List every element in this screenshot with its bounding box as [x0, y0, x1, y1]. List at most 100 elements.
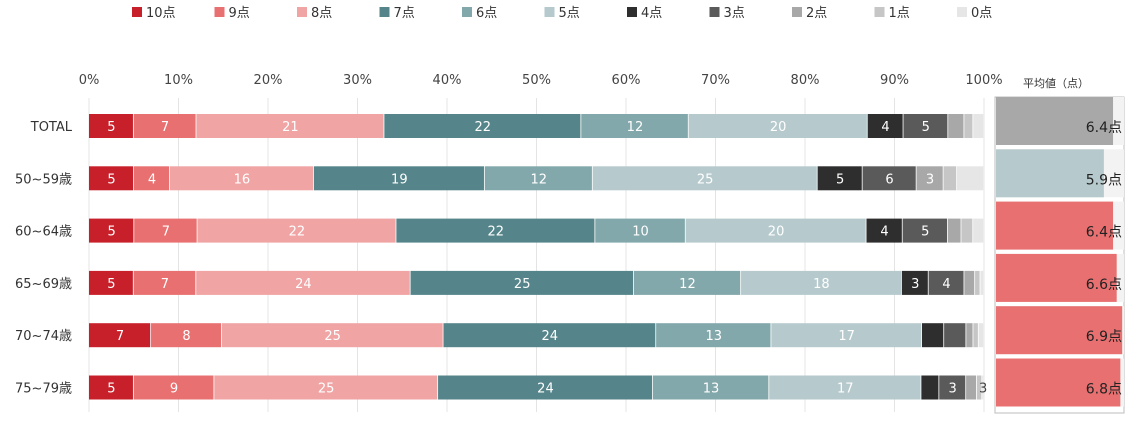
bar-60-64-s2 [197, 218, 396, 243]
bar-65-69-s3 [410, 270, 634, 295]
legend-label-6: 4点 [641, 6, 662, 21]
legend-swatch-3 [379, 7, 390, 17]
bar-60-64-s8 [947, 218, 961, 243]
average-value-0: 6.4点 [1086, 120, 1122, 136]
category-label-50-59: 50~59歳 [15, 172, 72, 187]
bar-75-79-s7 [939, 375, 966, 400]
data-label-50-59-s1: 4 [148, 172, 156, 187]
data-label-70-74-s5: 17 [838, 329, 855, 344]
bar-75-79-s4 [652, 375, 769, 400]
data-label-75-79-s10: 3 [979, 382, 987, 397]
bar-total-s0 [89, 114, 133, 138]
average-value-3: 6.6点 [1086, 277, 1122, 293]
bar-50-59-s3 [313, 166, 484, 191]
data-label-65-69-s5: 18 [813, 277, 830, 292]
legend-label-4: 6点 [476, 6, 497, 21]
x-tick-label-2: 20% [254, 73, 283, 88]
data-label-65-69-s4: 12 [679, 277, 696, 292]
data-label-50-59-s7: 6 [885, 172, 893, 187]
category-label-75-79: 75~79歳 [15, 382, 72, 397]
legend-label-9: 1点 [889, 6, 910, 21]
legend-swatch-1 [214, 7, 225, 17]
data-label-75-79-s5: 17 [837, 382, 854, 397]
bar-70-74-s1 [151, 323, 222, 348]
bar-75-79-s10 [982, 375, 984, 400]
bar-50-59-s0 [89, 166, 134, 191]
bar-total-s7 [903, 114, 948, 138]
gridlines [88, 98, 985, 412]
bar-65-69-s5 [741, 270, 902, 295]
data-label-75-79-s2: 25 [318, 382, 335, 397]
average-title: 平均値（点） [1023, 77, 1089, 90]
data-label-50-59-s0: 5 [107, 172, 115, 187]
bar-50-59-s10 [957, 166, 984, 191]
bar-60-64-s4 [595, 218, 685, 243]
average-value-4: 6.9点 [1086, 329, 1122, 345]
data-label-65-69-s1: 7 [161, 277, 169, 292]
data-label-70-74-s0: 7 [116, 329, 124, 344]
bar-70-74-s7 [944, 323, 966, 348]
bar-75-79-s0 [89, 375, 133, 400]
bar-50-59-s5 [592, 166, 817, 191]
bar-65-69-s7 [928, 270, 964, 295]
data-label-50-59-s2: 16 [234, 172, 251, 187]
data-label-70-74-s3: 24 [542, 329, 559, 344]
bar-75-79-s3 [438, 375, 653, 400]
bar-70-74-s8 [966, 323, 973, 348]
bar-65-69-s6 [901, 270, 928, 295]
bar-75-79-s8 [966, 375, 977, 400]
data-label-75-79-s0: 5 [107, 382, 115, 397]
bar-50-59-s4 [484, 166, 592, 191]
average-value-5: 6.8点 [1086, 382, 1122, 398]
bar-total-s8 [948, 114, 964, 138]
bar-75-79-s2 [214, 375, 438, 400]
bar-65-69-s4 [633, 270, 741, 295]
bar-50-59-s1 [133, 166, 170, 191]
category-label-total: TOTAL [30, 120, 73, 135]
bar-60-64-s1 [134, 218, 197, 243]
data-label-60-64-s7: 5 [921, 225, 929, 240]
data-label-60-64-s1: 7 [162, 225, 170, 240]
legend-swatch-5 [544, 7, 555, 17]
average-value-1: 5.9点 [1086, 172, 1122, 188]
bar-65-69-s0 [89, 270, 133, 295]
legend-swatch-2 [297, 7, 307, 17]
data-label-70-74-s4: 13 [705, 329, 722, 344]
bar-total-s9 [964, 114, 973, 138]
x-tick-label-8: 80% [791, 73, 820, 88]
bar-total-s1 [133, 114, 196, 138]
data-label-60-64-s4: 10 [632, 225, 649, 240]
data-label-total-s3: 22 [475, 120, 492, 135]
bar-total-s6 [867, 114, 903, 138]
bar-70-74-s2 [221, 323, 443, 348]
bar-60-64-s9 [961, 218, 973, 243]
data-label-70-74-s1: 8 [182, 329, 190, 344]
legend-label-10: 0点 [971, 6, 992, 21]
bar-75-79-s9 [976, 375, 982, 400]
data-label-total-s0: 5 [107, 120, 115, 135]
category-label-70-74: 70~74歳 [15, 329, 72, 344]
x-tick-label-0: 0% [79, 73, 100, 88]
legend-swatch-9 [874, 7, 885, 17]
bar-total-s3 [384, 114, 581, 138]
x-tick-label-9: 90% [880, 73, 909, 88]
bar-50-59-s2 [169, 166, 314, 191]
legend-swatch-6 [627, 7, 637, 17]
data-label-75-79-s3: 24 [537, 382, 554, 397]
data-label-65-69-s7: 4 [942, 277, 950, 292]
x-tick-label-6: 60% [612, 73, 641, 88]
average-bar-3 [996, 253, 1117, 302]
bar-70-74-s5 [771, 323, 922, 348]
bar-75-79-s1 [133, 375, 214, 400]
bar-60-64-s5 [685, 218, 866, 243]
bar-70-74-s9 [973, 323, 978, 348]
x-tick-label-10: 100% [965, 73, 1002, 88]
data-label-75-79-s7: 3 [949, 382, 957, 397]
bar-50-59-s9 [943, 166, 957, 191]
category-label-60-64: 60~64歳 [15, 225, 72, 240]
data-label-60-64-s2: 22 [289, 225, 306, 240]
legend-swatch-4 [462, 7, 472, 17]
legend: 10点 9点 8点 7点 6点 5点 4点 3点 2点 1点 0点 [132, 6, 992, 21]
data-label-60-64-s6: 4 [880, 225, 888, 240]
